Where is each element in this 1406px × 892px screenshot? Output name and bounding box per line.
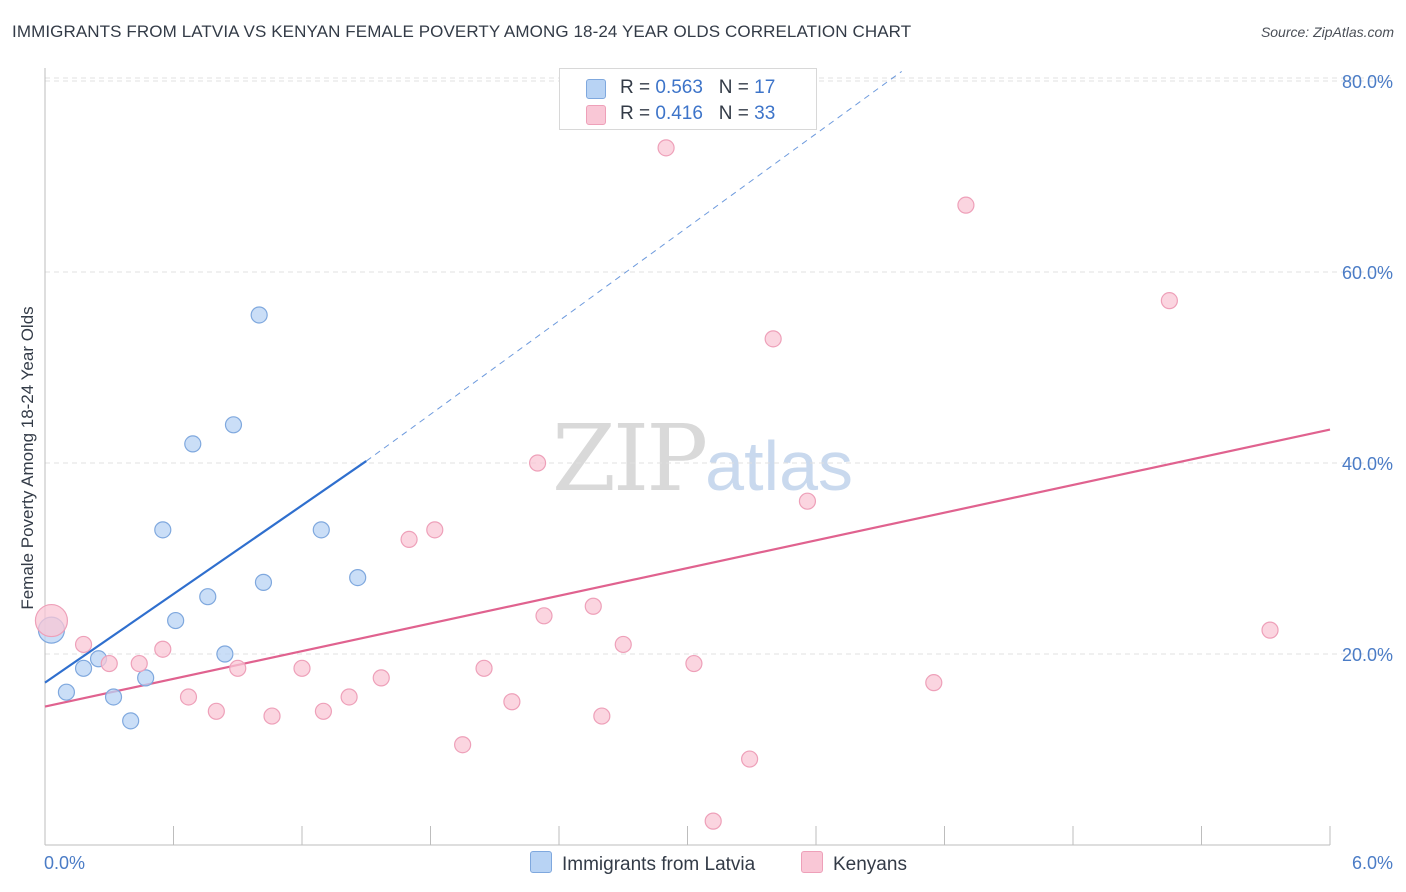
watermark-atlas: atlas: [705, 427, 854, 505]
axis-labels: 20.0% 40.0% 60.0% 80.0% 0.0% 6.0% Female Pover…: [18, 72, 1393, 873]
kenya-point: [685, 654, 703, 673]
kenya-point: [314, 702, 333, 720]
kenya-point: [1261, 621, 1279, 639]
latvia-trend-line: [44, 460, 367, 684]
legend-kenya-text: R = 0.416 N = 33: [620, 103, 775, 125]
bottom-legend-kenya: Kenyans: [801, 851, 907, 876]
latvia-point: [250, 306, 268, 324]
latvia-legend-label: Immigrants from Latvia: [562, 854, 756, 875]
latvia-legend-swatch: [530, 851, 552, 873]
latvia-point: [254, 573, 273, 591]
kenya-point: [535, 607, 553, 625]
kenya-point: [925, 674, 943, 692]
kenya-point: [764, 330, 782, 348]
kenya-point: [503, 693, 521, 711]
latvia-point: [216, 645, 234, 663]
kenya-swatch: [586, 105, 606, 125]
latvia-point: [312, 521, 330, 539]
n-value-kenya: 33: [754, 103, 776, 124]
kenya-point: [584, 597, 602, 615]
n-value-latvia: 17: [754, 77, 776, 98]
correlation-legend: R = 0.563 N = 17 R = 0.416 N = 33: [559, 68, 817, 130]
legend-latvia-text: R = 0.563 N = 17: [620, 77, 775, 99]
source-credit: Source: ZipAtlas.com: [1260, 24, 1394, 40]
latvia-point: [104, 688, 123, 706]
gridlines: [45, 77, 1393, 655]
kenya-point: [400, 530, 418, 549]
y-tick-label: 20.0%: [1342, 645, 1393, 665]
kenya-legend-swatch: [801, 851, 823, 873]
latvia-trend-extension: [365, 71, 902, 462]
y-tick-label: 80.0%: [1342, 72, 1393, 92]
x-tick-label: 6.0%: [1352, 853, 1393, 873]
n-label: N =: [718, 103, 749, 124]
latvia-point: [154, 521, 172, 539]
kenya-point: [528, 454, 547, 472]
y-axis-title: Female Poverty Among 18-24 Year Olds: [18, 306, 37, 609]
kenya-point: [957, 196, 975, 214]
kenya-point: [372, 669, 390, 687]
kenya-legend-label: Kenyans: [833, 854, 907, 875]
r-value-kenya: 0.416: [655, 103, 703, 124]
latvia-point: [184, 435, 202, 453]
y-tick-label: 60.0%: [1342, 263, 1393, 283]
kenya-point: [657, 139, 675, 157]
n-label: N =: [718, 77, 749, 98]
chart-title: IMMIGRANTS FROM LATVIA VS KENYAN FEMALE …: [12, 22, 912, 41]
bottom-legend-latvia: Immigrants from Latvia: [530, 851, 755, 876]
latvia-point: [199, 588, 217, 606]
r-value-latvia: 0.563: [655, 77, 703, 98]
latvia-point: [57, 683, 76, 701]
r-label: R =: [620, 103, 651, 124]
kenya-point: [454, 736, 472, 754]
axes: [44, 68, 1331, 846]
latvia-point: [74, 659, 93, 677]
kenya-point: [130, 654, 148, 673]
kenya-point: [100, 654, 118, 673]
kenya-point: [74, 635, 93, 654]
kenya-point: [154, 640, 172, 658]
latvia-swatch: [586, 79, 606, 99]
x-tick-label: 0.0%: [44, 853, 85, 873]
latvia-point: [122, 712, 140, 730]
kenya-point: [1160, 292, 1178, 310]
y-tick-label: 40.0%: [1342, 454, 1393, 474]
kenya-point: [704, 812, 722, 830]
latvia-point: [167, 611, 185, 630]
kenya-point: [614, 635, 632, 654]
kenya-point: [179, 688, 198, 706]
data-points: [34, 139, 1279, 830]
kenya-point: [229, 659, 247, 677]
kenya-point: [340, 688, 358, 706]
trend-lines: [44, 71, 1331, 708]
latvia-point: [349, 568, 367, 587]
kenya-point: [207, 702, 225, 720]
kenya-point: [798, 492, 817, 510]
kenya-point: [475, 659, 493, 677]
kenya-point: [426, 521, 444, 539]
kenya-point: [34, 603, 69, 638]
latvia-point: [137, 669, 155, 687]
kenya-point: [263, 707, 281, 725]
watermark-zip: ZIP: [552, 405, 708, 512]
kenya-point: [293, 659, 311, 677]
kenya-trend-line: [44, 428, 1331, 708]
kenya-point: [593, 707, 611, 725]
watermark: ZIPatlas: [552, 405, 853, 512]
kenya-point: [741, 750, 759, 768]
latvia-point: [224, 416, 243, 434]
r-label: R =: [620, 77, 651, 98]
